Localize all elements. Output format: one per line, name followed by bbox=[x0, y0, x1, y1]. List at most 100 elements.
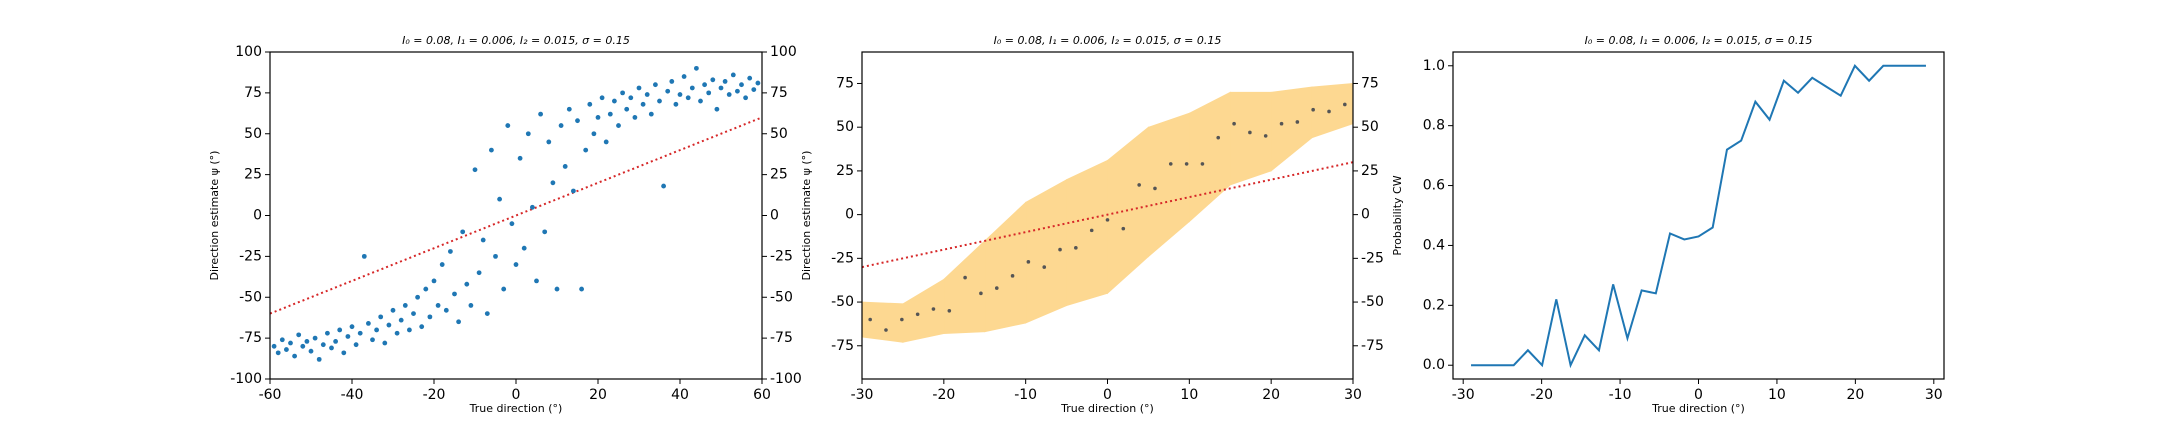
point bbox=[603, 139, 609, 145]
y-tick-label: 25 bbox=[244, 167, 262, 183]
point bbox=[566, 106, 572, 112]
point bbox=[407, 327, 412, 333]
point bbox=[460, 229, 466, 235]
point bbox=[1311, 107, 1315, 112]
chart-title: I₀ = 0.08, I₁ = 0.006, I₂ = 0.015, σ = 0… bbox=[402, 34, 630, 47]
point bbox=[534, 278, 539, 284]
band-segment bbox=[1148, 112, 1190, 258]
y-axis-label: Direction estimate ψ (°) bbox=[208, 151, 221, 281]
point bbox=[1263, 134, 1268, 138]
point bbox=[304, 338, 310, 344]
y2-tick-label: 50 bbox=[770, 126, 788, 142]
x-tick-label: 10 bbox=[1180, 387, 1198, 403]
x-axis-label: True direction (°) bbox=[469, 402, 563, 415]
point bbox=[624, 106, 630, 112]
point bbox=[464, 281, 470, 287]
y2-tick-label: 50 bbox=[1361, 119, 1379, 135]
point bbox=[279, 337, 285, 343]
point bbox=[542, 229, 548, 235]
reference-line bbox=[861, 161, 1354, 269]
y2-tick-label: -50 bbox=[770, 289, 793, 305]
point bbox=[320, 342, 326, 348]
y-tick-label: -50 bbox=[831, 294, 854, 310]
point bbox=[612, 98, 617, 104]
y2-tick-label: 25 bbox=[770, 167, 788, 183]
x-tick-label: -30 bbox=[1452, 387, 1475, 403]
point bbox=[378, 314, 384, 320]
x-tick-label: -20 bbox=[932, 387, 955, 403]
x-tick-label: 20 bbox=[589, 387, 607, 403]
point bbox=[329, 345, 334, 351]
point bbox=[1248, 130, 1252, 135]
point bbox=[525, 131, 531, 137]
x-tick-label: 10 bbox=[1768, 387, 1786, 403]
point bbox=[620, 90, 625, 96]
point bbox=[884, 328, 888, 332]
point bbox=[443, 307, 449, 313]
point bbox=[517, 155, 523, 161]
x-tick-label: -10 bbox=[1014, 387, 1037, 403]
y2-tick-label: -50 bbox=[1361, 294, 1384, 310]
x-tick-label: -60 bbox=[259, 387, 282, 403]
y-tick-label: 0.6 bbox=[1423, 178, 1445, 194]
point bbox=[341, 350, 347, 356]
point bbox=[337, 327, 343, 333]
point bbox=[312, 335, 318, 341]
point bbox=[349, 324, 355, 330]
band-segment bbox=[902, 278, 945, 343]
point bbox=[509, 221, 515, 227]
point bbox=[591, 131, 597, 137]
point bbox=[607, 111, 613, 117]
y2-tick-label: 25 bbox=[1361, 163, 1379, 179]
x-tick-label: -30 bbox=[851, 387, 874, 403]
reference-line bbox=[269, 116, 763, 315]
line bbox=[1471, 64, 1926, 369]
point bbox=[1137, 183, 1141, 187]
y-tick-label: 50 bbox=[244, 126, 262, 142]
x-tick-label: -20 bbox=[423, 387, 446, 403]
point bbox=[673, 101, 679, 107]
y2-tick-label: -100 bbox=[770, 371, 802, 387]
y-axis-label: Probability CW bbox=[1391, 175, 1404, 255]
point bbox=[456, 319, 461, 325]
point bbox=[480, 237, 486, 243]
point bbox=[489, 147, 494, 153]
band-segment bbox=[943, 239, 986, 334]
point bbox=[448, 249, 453, 254]
point bbox=[628, 95, 634, 101]
y-tick-label: 50 bbox=[836, 119, 854, 135]
point bbox=[689, 85, 695, 91]
point bbox=[599, 95, 605, 101]
y2-tick-label: -75 bbox=[770, 330, 793, 346]
point bbox=[284, 347, 289, 352]
point bbox=[476, 270, 482, 276]
y-tick-label: 1.0 bbox=[1423, 58, 1445, 74]
y-tick-label: 25 bbox=[836, 163, 854, 179]
point bbox=[538, 111, 543, 117]
point bbox=[718, 85, 724, 91]
band-segment bbox=[1066, 159, 1108, 307]
point bbox=[439, 262, 445, 267]
point bbox=[681, 74, 687, 79]
band-segment bbox=[984, 201, 1027, 333]
point bbox=[415, 294, 420, 300]
point bbox=[743, 95, 748, 101]
x-tick-label: -40 bbox=[341, 387, 364, 403]
point bbox=[1343, 102, 1347, 107]
y2-tick-label: 0 bbox=[770, 208, 779, 224]
point bbox=[562, 164, 568, 169]
x-tick-label: 20 bbox=[1262, 387, 1280, 403]
point bbox=[411, 311, 416, 316]
point bbox=[963, 275, 967, 280]
point bbox=[300, 343, 306, 349]
x-tick-label: 0 bbox=[1694, 387, 1703, 403]
x-tick-label: 0 bbox=[512, 387, 521, 403]
point bbox=[1279, 121, 1284, 126]
point bbox=[751, 87, 757, 93]
point bbox=[710, 77, 716, 83]
point bbox=[357, 330, 363, 336]
point bbox=[979, 291, 983, 296]
x-tick-label: 30 bbox=[1344, 387, 1362, 403]
point bbox=[900, 317, 904, 322]
x-axis-label: True direction (°) bbox=[1651, 402, 1745, 415]
